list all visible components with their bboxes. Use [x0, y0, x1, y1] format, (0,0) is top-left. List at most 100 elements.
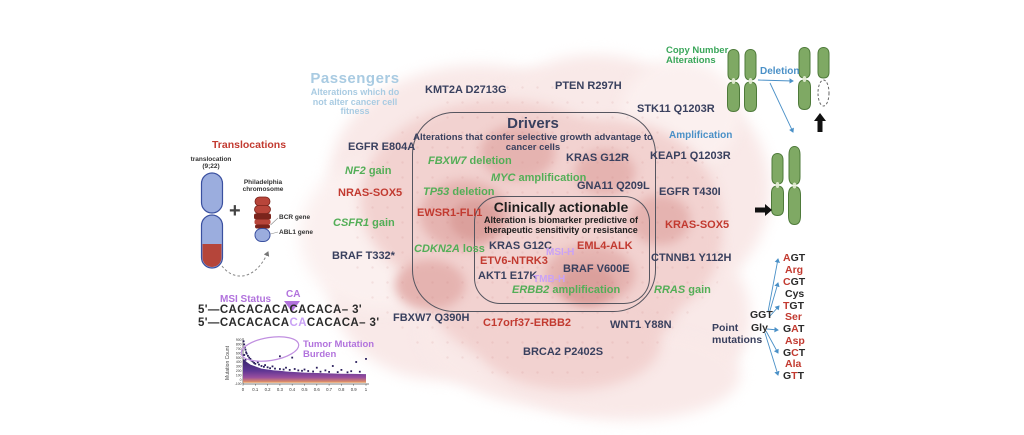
abl1-gene-label: ABL1 gene: [279, 229, 313, 236]
label-braf-t332: BRAF T332*: [332, 250, 395, 262]
cell-blob: [480, 300, 660, 390]
label-stk11: STK11 Q1203R: [637, 103, 715, 115]
codon-gtt: GTT: [783, 370, 804, 382]
gene-name: MYC: [491, 172, 516, 184]
aa-arg: Arg: [785, 264, 804, 276]
label-egfr-t430i: EGFR T430I: [659, 186, 721, 198]
label-msi-h: MSI-H: [546, 247, 575, 258]
cna-title-line2: Alterations: [666, 55, 716, 66]
svg-text:0.6: 0.6: [314, 387, 321, 392]
codon-pre: G: [783, 347, 792, 359]
translocation-label-line2: (9;22): [202, 163, 220, 170]
label-csfr1-gain: CSFR1 gain: [333, 217, 395, 229]
philadelphia-label: Philadelphia chromosome: [238, 179, 288, 193]
codon-post: GT: [790, 276, 806, 288]
svg-text:0.3: 0.3: [277, 387, 284, 392]
amplification-arrow: [769, 82, 794, 133]
svg-text:300: 300: [236, 365, 242, 369]
aa-cys: Cys: [785, 288, 805, 300]
svg-text:0: 0: [240, 378, 242, 382]
gene-alteration: amplification: [549, 284, 621, 296]
chromosome-pair-deletion: [798, 47, 830, 110]
chromosome-pair-amplification: [771, 146, 801, 225]
svg-text:400: 400: [236, 360, 242, 364]
translocation-dashed-arrow: [221, 251, 270, 277]
gene-alteration: gain: [685, 284, 711, 296]
cna-title-line1: Copy Number: [666, 45, 729, 56]
label-keap1: KEAP1 Q1203R: [650, 150, 731, 162]
gene-alteration: gain: [365, 165, 392, 177]
translocation-label-line1: translocation: [190, 156, 232, 163]
point-mutation-arrows: [764, 258, 780, 376]
svg-text:900: 900: [236, 338, 242, 342]
gene-name: RRAS: [654, 284, 686, 296]
label-wnt1: WNT1 Y88N: [610, 319, 672, 331]
cna-title: Copy Number Alterations: [666, 46, 728, 66]
label-kras-g12c: KRAS G12C: [489, 240, 552, 252]
gene-name: ERBB2: [512, 284, 550, 296]
gene-name: NF2: [345, 165, 366, 177]
tmb-density-band: [243, 358, 366, 383]
label-ewsr1: EWSR1-FLI1: [417, 207, 483, 219]
svg-text:0.1: 0.1: [252, 387, 259, 392]
svg-text:0.2: 0.2: [265, 387, 272, 392]
cell-blob: [520, 330, 740, 420]
plus-sign: +: [229, 200, 241, 222]
philadelphia-label-line2: chromosome: [242, 186, 284, 193]
codon-pre: G: [783, 370, 792, 382]
passengers-title: Passengers: [310, 70, 400, 87]
aa-ser: Ser: [785, 311, 802, 323]
codon-post: GT: [789, 300, 805, 312]
right-arrow-icon: [755, 204, 772, 216]
aa-ala: Ala: [785, 358, 802, 370]
codon-mutated-base: T: [783, 300, 790, 312]
tmb-highlight-ellipse: [240, 336, 300, 362]
label-rras-gain: RRAS gain: [654, 284, 711, 296]
label-fbxw7-deletion: FBXW7 deletion: [428, 155, 512, 167]
codon-post: T: [797, 323, 805, 335]
actionable-title: Clinically actionable: [493, 199, 629, 215]
ca-insert-label: CA: [286, 289, 301, 300]
drivers-subtitle: Alterations that confer selective growth…: [413, 132, 653, 153]
msi-sequence-1: 5'—CACACACACACACA– 3': [198, 304, 363, 316]
codon-mutated-base: A: [791, 323, 798, 335]
svg-text:1: 1: [365, 387, 368, 392]
gene-name: TP53: [423, 186, 450, 198]
seq2-post: CACACA– 3': [306, 317, 380, 329]
gene-name: CSFR1: [333, 217, 370, 229]
source-codon: GGT: [750, 309, 773, 321]
label-kras-sox5: KRAS-SOX5: [665, 219, 730, 231]
label-ctnnb1: CTNNB1 Y112H: [651, 252, 732, 264]
svg-text:0: 0: [242, 387, 245, 392]
deletion-arrow: [757, 78, 794, 84]
chromosome-9-22-graphic: [198, 172, 226, 269]
svg-text:0.4: 0.4: [289, 387, 296, 392]
gene-alteration: amplification: [515, 172, 587, 184]
amplification-label: Amplification: [669, 130, 733, 141]
svg-text:700: 700: [236, 347, 242, 351]
label-nras-sox5: NRAS-SOX5: [338, 187, 403, 199]
source-amino-acid: Gly: [751, 322, 768, 334]
label-kmt2a: KMT2A D2713G: [425, 84, 507, 96]
gene-name: FBXW7: [428, 155, 467, 167]
label-akt1: AKT1 E17K: [478, 270, 538, 282]
ca-insertion-arrow-icon: [284, 301, 300, 312]
passengers-subtitle: Alterations which do not alter cancer ce…: [310, 87, 400, 116]
label-brca2: BRCA2 P2402S: [523, 346, 604, 358]
svg-text:200: 200: [236, 369, 242, 373]
seq2-pre: 5'—CACACACA: [198, 317, 290, 329]
label-myc-amplification: MYC amplification: [491, 172, 586, 184]
tmb-label-line2: Burden: [303, 349, 337, 360]
codon-mutated-base: A: [783, 252, 791, 264]
codon-mutated-base: C: [791, 347, 799, 359]
cna-arrows: [757, 78, 794, 133]
label-tp53-deletion: TP53 deletion: [423, 186, 495, 198]
label-eml4-alk: EML4-ALK: [577, 240, 633, 252]
bcr-gene-label: BCR gene: [279, 214, 311, 221]
tmb-annotation-label: Tumor Mutation Burden: [303, 340, 374, 360]
codon-tgt: TGT: [783, 300, 804, 312]
philadelphia-label-line1: Philadelphia: [243, 179, 283, 186]
codon-mutated-base: T: [791, 370, 798, 382]
